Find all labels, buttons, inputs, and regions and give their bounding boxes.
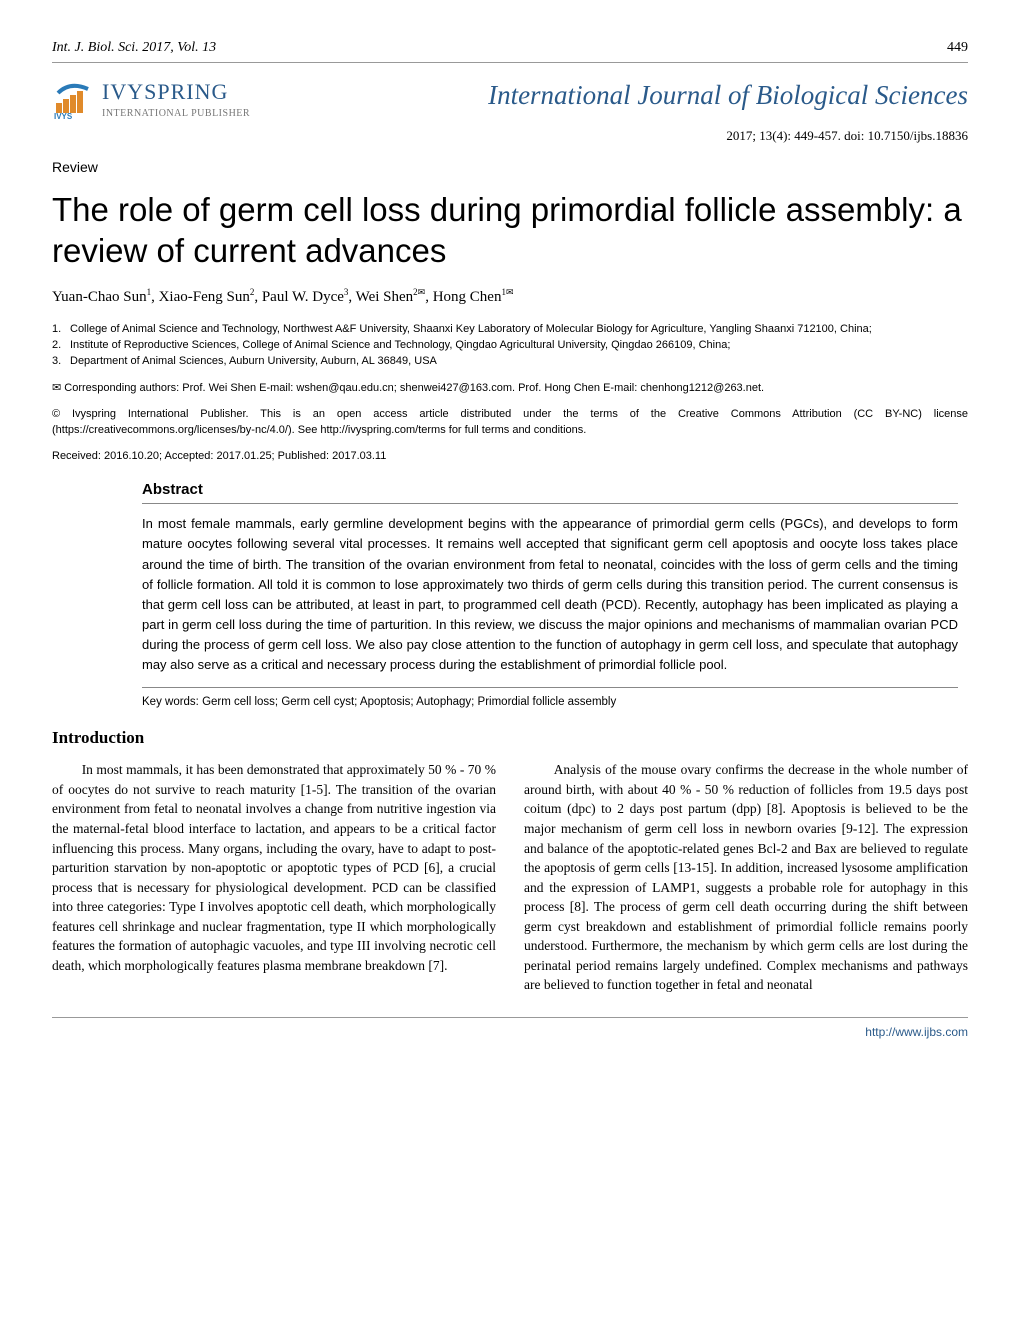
abstract-block: Abstract In most female mammals, early g… [142,479,968,710]
abstract-heading: Abstract [142,479,958,504]
publisher-name: IVYSPRING [102,77,250,108]
publisher-logo-icon: IVYS [52,77,96,121]
article-type-label: Review [52,158,968,178]
affiliation-item: 2.Institute of Reproductive Sciences, Co… [52,338,968,354]
body-paragraph: In most mammals, it has been demonstrate… [52,760,496,975]
publisher-subtitle: INTERNATIONAL PUBLISHER [102,107,250,121]
journal-ref: Int. J. Biol. Sci. 2017, Vol. 13 [52,38,216,58]
affiliation-item: 1.College of Animal Science and Technolo… [52,322,968,338]
running-header: Int. J. Biol. Sci. 2017, Vol. 13 449 [52,38,968,63]
page-number: 449 [947,38,968,58]
intro-heading: Introduction [52,726,968,750]
keywords: Key words: Germ cell loss; Germ cell cys… [142,687,958,710]
affiliation-item: 3.Department of Animal Sciences, Auburn … [52,354,968,370]
issue-doi: 2017; 13(4): 449-457. doi: 10.7150/ijbs.… [52,127,968,145]
article-title: The role of germ cell loss during primor… [52,189,968,272]
license-text: © Ivyspring International Publisher. Thi… [52,407,968,439]
svg-text:IVYS: IVYS [54,112,73,121]
article-dates: Received: 2016.10.20; Accepted: 2017.01.… [52,449,968,465]
abstract-text: In most female mammals, early germline d… [142,514,958,675]
author-list: Yuan-Chao Sun1, Xiao-Feng Sun2, Paul W. … [52,286,968,308]
publisher-block: IVYS IVYSPRING INTERNATIONAL PUBLISHER I… [52,77,968,122]
body-paragraph: Analysis of the mouse ovary confirms the… [524,760,968,995]
journal-title: International Journal of Biological Scie… [488,77,968,115]
corresponding-authors: ✉ Corresponding authors: Prof. Wei Shen … [52,381,968,397]
affiliation-list: 1.College of Animal Science and Technolo… [52,322,968,370]
body-columns: In most mammals, it has been demonstrate… [52,760,968,995]
footer-url: http://www.ijbs.com [52,1017,968,1041]
